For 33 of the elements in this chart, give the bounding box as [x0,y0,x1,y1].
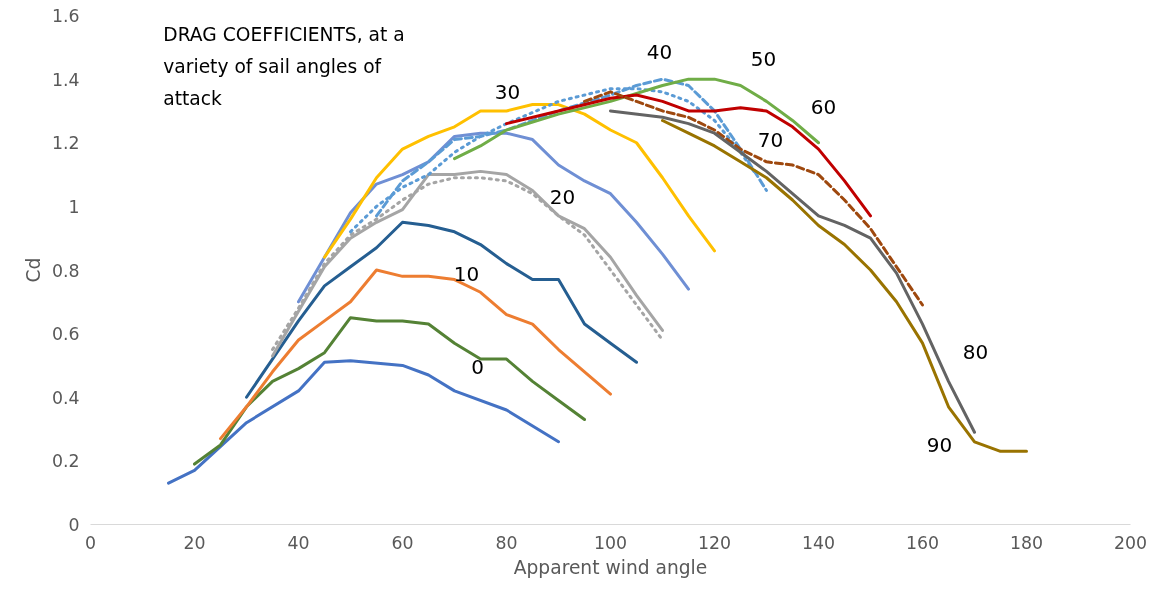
x-tick-label: 80 [495,532,518,553]
x-tick-label: 120 [697,532,732,553]
y-tick-label: 0.4 [51,387,80,408]
x-tick-label: 100 [593,532,628,553]
y-axis-title: Cd [22,257,44,283]
x-tick-label: 0 [84,532,97,553]
series-label: 50 [750,47,777,72]
y-tick-label: 0.2 [51,451,80,472]
series-label: 40 [646,40,673,65]
series-label: 0 [471,355,484,380]
series-label: 20 [549,184,576,209]
y-tick-label: 0.8 [51,260,80,281]
x-tick-label: 180 [1009,532,1044,553]
x-axis-title: Apparent wind angle [513,556,708,578]
x-tick-label: 140 [801,532,836,553]
series-label: 70 [757,127,784,152]
y-tick-label: 1.2 [51,133,80,154]
x-tick-label: 40 [287,532,310,553]
x-tick-label: 60 [391,532,414,553]
series-label: 60 [810,95,837,120]
x-tick-label: 20 [183,532,206,553]
series-label: 10 [453,261,480,286]
series-label: 90 [926,432,953,457]
y-tick-label: 0 [68,515,80,535]
y-tick-label: 1 [68,196,80,217]
y-tick-label: 1.4 [51,69,80,90]
text: DRAG COEFFICIENTS, at a variety of sail angles of attack [163,24,405,109]
x-tick-label: 160 [905,532,940,553]
series-label: 80 [962,340,989,365]
series-label: 30 [494,79,521,104]
y-tick-label: 1.6 [51,6,80,26]
x-tick-label: 200 [1113,532,1148,553]
y-tick-label: 0.6 [51,324,80,345]
